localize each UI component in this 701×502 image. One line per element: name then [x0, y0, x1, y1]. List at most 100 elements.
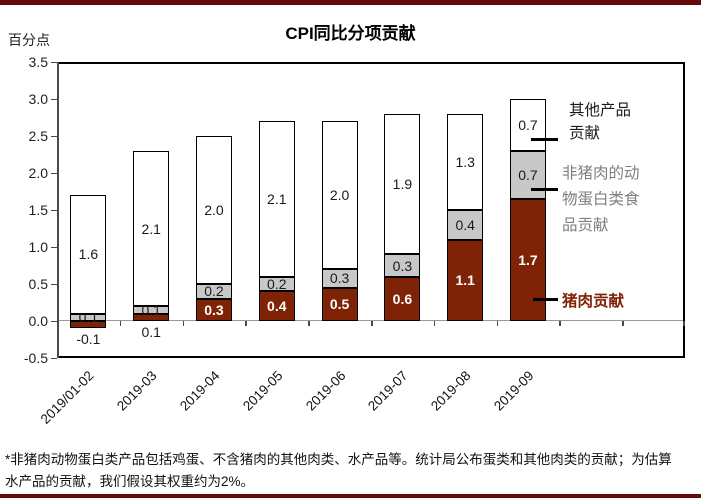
x-tick-mark	[371, 321, 373, 326]
top-rule	[0, 0, 701, 5]
bar-segment-other-products	[258, 121, 295, 277]
x-tick-mark	[496, 321, 499, 326]
bar-segment-other-products	[133, 150, 170, 307]
plot-border-top	[57, 62, 685, 64]
annotation-non-pork-protein: 非猪肉的动 物蛋白类食 品贡献	[562, 165, 640, 234]
x-tick-mark	[683, 321, 685, 326]
y-tick-label: 0.0	[28, 313, 48, 329]
bar-segment-other-products	[70, 195, 107, 314]
plot-border-bottom	[57, 356, 685, 358]
bar-value-label-non-pork-protein: 0.7	[518, 166, 538, 183]
y-axis-line	[57, 62, 59, 358]
y-tick-label: 3.5	[28, 54, 48, 70]
bar-value-label-non-pork-protein: 0.2	[267, 276, 287, 292]
bar-segment-other-products	[384, 113, 421, 255]
bar-segment-non-pork-protein	[70, 313, 107, 321]
bar-group: 0.5 0.3 2.0	[308, 62, 371, 358]
footnote-line-1: *非猪肉动物蛋白类产品包括鸡蛋、不含猪肉的其他肉类、水产品等。统计局公布蛋类和其…	[5, 452, 672, 467]
bottom-rule	[0, 494, 701, 498]
bar-value-label-pork: 0.3	[204, 301, 224, 318]
footnote-line-2: 水产品的贡献，我们假设其权重约为2%。	[5, 474, 255, 489]
chart-title: CPI同比分项贡献	[285, 24, 416, 43]
bar-value-label-other-products: 2.1	[141, 220, 161, 237]
bar-segment-non-pork-protein	[321, 269, 358, 288]
y-tick-mark	[51, 320, 57, 322]
bar-value-label-pork: 0.5	[329, 296, 350, 313]
y-tick-mark	[51, 135, 57, 137]
bar-value-label-non-pork-protein: 0.3	[329, 270, 350, 287]
bar-segment-pork	[447, 239, 484, 321]
bar-value-label-non-pork-protein: 0.2	[204, 283, 224, 300]
y-tick-label: 1.0	[28, 239, 48, 255]
x-tick-mark	[57, 321, 59, 326]
plot-border-right	[683, 62, 685, 358]
footnote: *非猪肉动物蛋白类产品包括鸡蛋、不含猪肉的其他肉类、水产品等。统计局公布蛋类和其…	[5, 449, 699, 493]
annotation-pork: 猪肉贡献	[562, 293, 625, 310]
bar-segment-other-products	[195, 136, 232, 284]
bar-segment-pork	[70, 321, 107, 329]
y-tick-label: -0.5	[23, 350, 48, 366]
x-tick-mark	[245, 321, 247, 326]
x-tick-mark	[182, 321, 185, 326]
bar-segment-non-pork-protein	[133, 306, 170, 314]
y-tick-mark	[51, 246, 57, 248]
bar-value-label-other-products: 1.3	[455, 153, 475, 170]
bar-value-label-pork: 1.1	[455, 272, 475, 289]
bar-value-label-other-products: 0.7	[518, 116, 538, 133]
bar-group: 0.6 0.3 1.9	[371, 62, 434, 358]
bar-segment-pork	[133, 313, 170, 321]
bar-segment-pork	[384, 276, 421, 321]
y-tick-mark	[51, 209, 57, 211]
bar-group: 1.7 0.7 0.7	[497, 62, 560, 358]
y-axis-unit-label: 百分点	[8, 32, 50, 48]
x-tick-mark	[559, 321, 561, 326]
bar-segment-non-pork-protein	[195, 284, 232, 299]
bar-segment-non-pork-protein	[258, 276, 295, 292]
bar-value-label-pork: 1.7	[518, 251, 538, 268]
bar-value-label-pork: -0.1	[76, 331, 101, 348]
bar-segment-pork	[195, 298, 232, 321]
x-tick-mark	[308, 321, 310, 326]
bar-value-label-other-products: 2.0	[329, 187, 350, 204]
leader-line-pork	[533, 298, 558, 301]
bar-value-label-non-pork-protein: 0.4	[455, 216, 475, 233]
bar-segment-non-pork-protein	[447, 210, 484, 240]
bar-value-label-other-products: 2.0	[204, 202, 224, 218]
plot-area: -0.1 0.1 1.6 0.1 0.1 2.1 0.3 0.2 2.0 0.4 0.2 2.1 0.5…	[57, 62, 685, 358]
bar-group: 1.1 0.4 1.3	[434, 62, 497, 358]
annotation-other-products: 其他产品 贡献	[569, 102, 632, 142]
y-tick-label: 2.0	[28, 165, 48, 181]
bar-group: 0.4 0.2 2.1	[245, 62, 308, 358]
bar-group: -0.1 0.1 1.6	[57, 62, 120, 358]
x-tick-mark	[622, 321, 624, 326]
bar-segment-pork	[321, 287, 358, 321]
leader-line-non-pork-protein	[531, 188, 558, 191]
bar-segment-other-products	[447, 113, 484, 210]
y-tick-mark	[51, 283, 57, 285]
bar-value-label-non-pork-protein: 0.3	[392, 257, 413, 274]
bar-segment-non-pork-protein	[384, 254, 421, 277]
y-tick-mark	[51, 357, 57, 359]
bar-value-label-pork: 0.6	[392, 290, 413, 307]
y-tick-label: 3.0	[28, 91, 48, 107]
x-tick-mark	[119, 321, 122, 326]
y-tick-mark	[51, 172, 57, 174]
x-tick-mark	[433, 321, 436, 326]
y-tick-mark	[51, 98, 57, 100]
zero-gridline	[57, 320, 685, 321]
y-tick-mark	[51, 61, 57, 63]
bar-value-label-other-products: 1.9	[392, 176, 413, 193]
bar-segment-pork	[258, 291, 295, 321]
bar-segment-other-products	[321, 121, 358, 270]
y-tick-label: 0.5	[28, 276, 48, 292]
bar-value-label-other-products: 1.6	[78, 246, 99, 263]
bar-group: 0.3 0.2 2.0	[183, 62, 246, 358]
bar-value-label-pork: 0.1	[141, 324, 161, 340]
bar-value-label-other-products: 2.1	[267, 190, 287, 207]
y-tick-label: 2.5	[28, 128, 48, 144]
bar-segment-other-products	[509, 99, 546, 151]
bar-group: 0.1 0.1 2.1	[120, 62, 183, 358]
bar-value-label-pork: 0.4	[267, 298, 287, 315]
y-tick-label: 1.5	[28, 202, 48, 218]
